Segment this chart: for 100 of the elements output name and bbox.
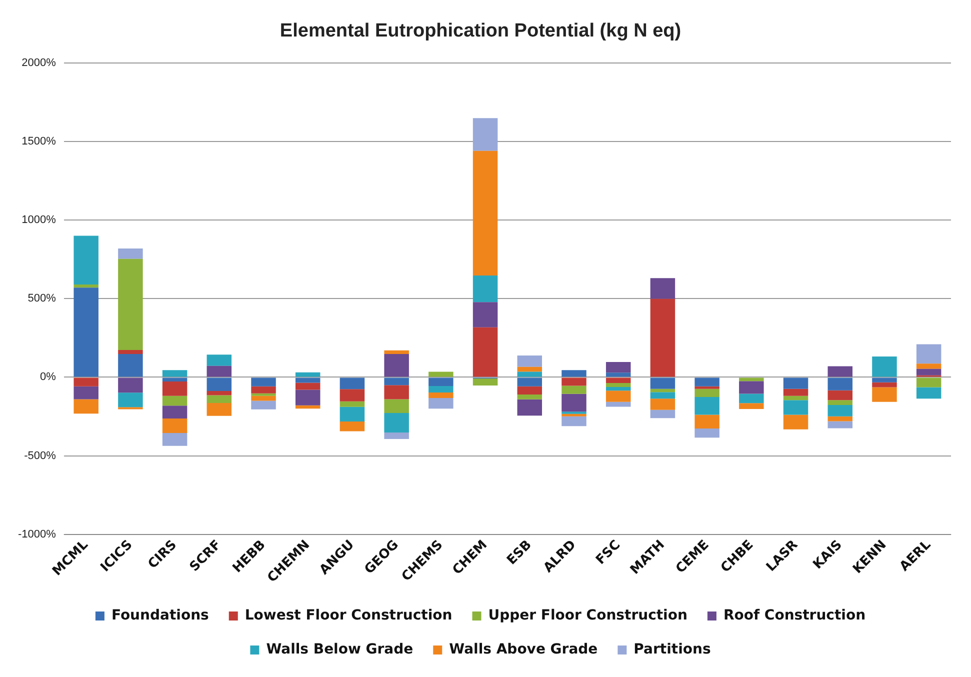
bar bbox=[783, 414, 808, 430]
bar bbox=[694, 414, 720, 428]
bar bbox=[74, 378, 98, 386]
bar bbox=[428, 386, 454, 392]
bar bbox=[916, 344, 942, 364]
bar bbox=[606, 372, 631, 377]
bar bbox=[251, 400, 276, 410]
bar bbox=[162, 370, 188, 377]
bar bbox=[472, 327, 498, 377]
legend-label: Walls Above Grade bbox=[449, 642, 598, 658]
bar bbox=[206, 391, 232, 396]
bar bbox=[428, 398, 454, 409]
bar bbox=[562, 370, 586, 377]
bar bbox=[562, 394, 586, 412]
bar bbox=[340, 406, 365, 422]
bar bbox=[206, 378, 232, 392]
bar bbox=[472, 378, 498, 386]
bar bbox=[162, 418, 188, 434]
bar bbox=[739, 381, 764, 394]
bar bbox=[384, 432, 409, 439]
bar bbox=[295, 372, 320, 377]
bar bbox=[650, 378, 676, 389]
bar bbox=[562, 414, 586, 416]
bar bbox=[162, 381, 188, 396]
bar bbox=[916, 387, 942, 399]
bar bbox=[384, 378, 409, 386]
bar bbox=[828, 390, 852, 400]
bar bbox=[251, 393, 276, 396]
bar bbox=[162, 406, 188, 419]
bar bbox=[517, 378, 542, 386]
bar bbox=[606, 402, 631, 407]
bar bbox=[162, 378, 188, 382]
bar bbox=[517, 372, 542, 377]
bar bbox=[472, 302, 498, 328]
bar bbox=[606, 390, 631, 402]
bar bbox=[872, 356, 897, 377]
bar bbox=[828, 421, 852, 428]
bar bbox=[340, 422, 365, 432]
y-tick-label: 2000% bbox=[22, 56, 56, 69]
bar bbox=[428, 372, 454, 377]
bar bbox=[118, 354, 143, 377]
y-tick-label: 1500% bbox=[22, 135, 56, 148]
bar bbox=[650, 298, 676, 377]
bar bbox=[74, 386, 98, 400]
bar bbox=[251, 386, 276, 394]
bar bbox=[783, 378, 808, 389]
bar bbox=[650, 278, 676, 299]
legend-label: Foundations bbox=[111, 608, 209, 624]
bar bbox=[828, 378, 852, 390]
bar bbox=[384, 385, 409, 400]
bar bbox=[650, 398, 676, 410]
y-tick-label: 500% bbox=[28, 292, 56, 305]
bar bbox=[118, 378, 143, 393]
bar bbox=[828, 416, 852, 422]
bar bbox=[74, 236, 98, 284]
bar bbox=[562, 386, 586, 394]
bar bbox=[739, 403, 764, 409]
bar bbox=[118, 392, 143, 408]
bar bbox=[650, 410, 676, 418]
bar bbox=[694, 378, 720, 386]
bar bbox=[251, 378, 276, 386]
bar bbox=[428, 378, 454, 386]
bar bbox=[694, 397, 720, 415]
bar bbox=[872, 382, 897, 388]
bar bbox=[916, 364, 942, 369]
bar bbox=[472, 275, 498, 302]
bar bbox=[916, 368, 942, 376]
bar bbox=[472, 118, 498, 151]
bar bbox=[828, 366, 852, 377]
bar bbox=[206, 395, 232, 403]
bar bbox=[606, 378, 631, 384]
bar bbox=[428, 392, 454, 398]
bar bbox=[562, 416, 586, 426]
bar bbox=[562, 378, 586, 386]
bar bbox=[295, 390, 320, 406]
bar bbox=[295, 405, 320, 409]
bar bbox=[783, 400, 808, 415]
bar bbox=[783, 396, 808, 400]
bar bbox=[295, 378, 320, 383]
bar bbox=[295, 382, 320, 390]
bar bbox=[872, 387, 897, 402]
bar bbox=[694, 428, 720, 438]
y-tick-label: 0% bbox=[40, 371, 56, 384]
bar bbox=[74, 284, 98, 288]
bar bbox=[340, 389, 365, 402]
bar bbox=[739, 394, 764, 404]
bar bbox=[606, 362, 631, 373]
bar bbox=[384, 399, 409, 414]
bar bbox=[162, 433, 188, 446]
bar bbox=[162, 396, 188, 406]
bar bbox=[650, 392, 676, 399]
legend-label: Lowest Floor Construction bbox=[244, 608, 452, 624]
bar bbox=[694, 388, 720, 398]
bar bbox=[118, 248, 143, 259]
legend-label: Walls Below Grade bbox=[266, 642, 414, 658]
bar bbox=[206, 366, 232, 377]
bar bbox=[206, 354, 232, 366]
bar bbox=[872, 378, 897, 382]
bar bbox=[118, 350, 143, 354]
y-tick-label: 1000% bbox=[22, 214, 56, 226]
